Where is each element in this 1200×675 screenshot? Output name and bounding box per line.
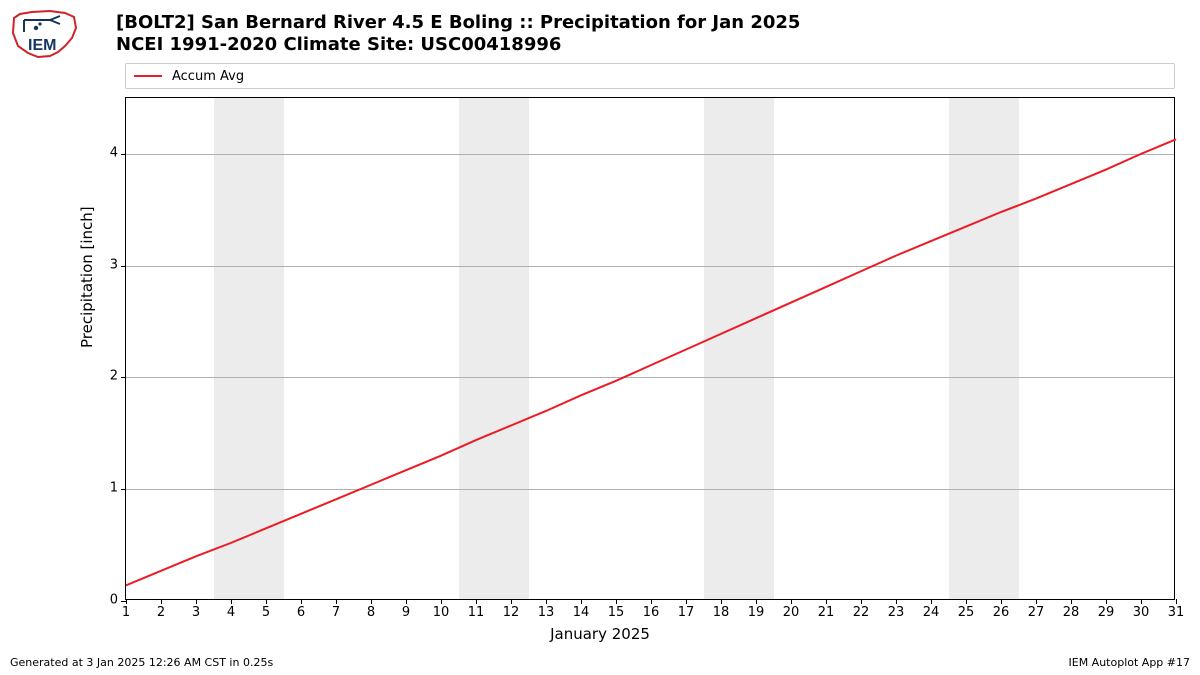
xtick-label: 21 [818, 605, 835, 620]
xtick-label: 25 [958, 605, 975, 620]
xtick-mark [791, 599, 792, 604]
xtick-label: 17 [678, 605, 695, 620]
xtick-mark [371, 599, 372, 604]
line-series [126, 98, 1176, 601]
xtick-label: 20 [783, 605, 800, 620]
xtick-mark [1001, 599, 1002, 604]
xtick-mark [336, 599, 337, 604]
ytick-mark [121, 154, 126, 155]
xtick-label: 12 [503, 605, 520, 620]
xtick-mark [511, 599, 512, 604]
xtick-label: 2 [157, 605, 165, 620]
xtick-mark [581, 599, 582, 604]
legend-label: Accum Avg [172, 69, 244, 84]
xtick-label: 13 [538, 605, 555, 620]
xtick-label: 16 [643, 605, 660, 620]
svg-text:IEM: IEM [28, 37, 56, 54]
xtick-mark [1071, 599, 1072, 604]
xtick-mark [441, 599, 442, 604]
xtick-label: 4 [227, 605, 235, 620]
xtick-mark [546, 599, 547, 604]
xtick-mark [651, 599, 652, 604]
xtick-label: 3 [192, 605, 200, 620]
series-line [126, 139, 1176, 585]
ytick-label: 0 [68, 593, 118, 608]
ytick-label: 3 [68, 257, 118, 272]
footer-generated-text: Generated at 3 Jan 2025 12:26 AM CST in … [10, 656, 273, 669]
ytick-label: 2 [68, 369, 118, 384]
xtick-mark [1141, 599, 1142, 604]
page-root: IEM [BOLT2] San Bernard River 4.5 E Boli… [0, 0, 1200, 675]
xtick-label: 26 [993, 605, 1010, 620]
xtick-mark [196, 599, 197, 604]
xtick-mark [406, 599, 407, 604]
legend-swatch [134, 75, 162, 77]
xtick-mark [721, 599, 722, 604]
ytick-mark [121, 489, 126, 490]
xtick-label: 1 [122, 605, 130, 620]
footer-app-text: IEM Autoplot App #17 [1069, 656, 1191, 669]
xtick-label: 10 [433, 605, 450, 620]
xtick-mark [161, 599, 162, 604]
xtick-mark [826, 599, 827, 604]
xtick-mark [896, 599, 897, 604]
xtick-label: 30 [1133, 605, 1150, 620]
x-axis-label: January 2025 [0, 625, 1200, 643]
xtick-label: 29 [1098, 605, 1115, 620]
xtick-mark [476, 599, 477, 604]
xtick-label: 6 [297, 605, 305, 620]
xtick-label: 9 [402, 605, 410, 620]
xtick-mark [126, 599, 127, 604]
xtick-label: 5 [262, 605, 270, 620]
xtick-mark [931, 599, 932, 604]
xtick-mark [966, 599, 967, 604]
ytick-label: 1 [68, 481, 118, 496]
xtick-label: 22 [853, 605, 870, 620]
ytick-mark [121, 266, 126, 267]
chart-title-block: [BOLT2] San Bernard River 4.5 E Boling :… [116, 12, 1176, 55]
xtick-label: 18 [713, 605, 730, 620]
xtick-label: 11 [468, 605, 485, 620]
ytick-label: 4 [68, 145, 118, 160]
xtick-mark [861, 599, 862, 604]
xtick-mark [1106, 599, 1107, 604]
xtick-label: 7 [332, 605, 340, 620]
xtick-label: 28 [1063, 605, 1080, 620]
xtick-mark [301, 599, 302, 604]
ytick-mark [121, 377, 126, 378]
chart-title-line1: [BOLT2] San Bernard River 4.5 E Boling :… [116, 12, 1176, 34]
xtick-label: 8 [367, 605, 375, 620]
xtick-mark [756, 599, 757, 604]
legend: Accum Avg [125, 63, 1175, 89]
xtick-label: 24 [923, 605, 940, 620]
xtick-label: 19 [748, 605, 765, 620]
xtick-mark [231, 599, 232, 604]
xtick-label: 31 [1168, 605, 1185, 620]
xtick-mark [266, 599, 267, 604]
xtick-mark [1176, 599, 1177, 604]
xtick-label: 15 [608, 605, 625, 620]
xtick-mark [686, 599, 687, 604]
iem-logo: IEM [10, 8, 80, 60]
xtick-label: 14 [573, 605, 590, 620]
plot-area: 1234567891011121314151617181920212223242… [125, 97, 1175, 600]
chart-title-line2: NCEI 1991-2020 Climate Site: USC00418996 [116, 34, 1176, 56]
y-axis-label: Precipitation [inch] [78, 206, 96, 348]
xtick-label: 23 [888, 605, 905, 620]
xtick-mark [1036, 599, 1037, 604]
xtick-label: 27 [1028, 605, 1045, 620]
xtick-mark [616, 599, 617, 604]
